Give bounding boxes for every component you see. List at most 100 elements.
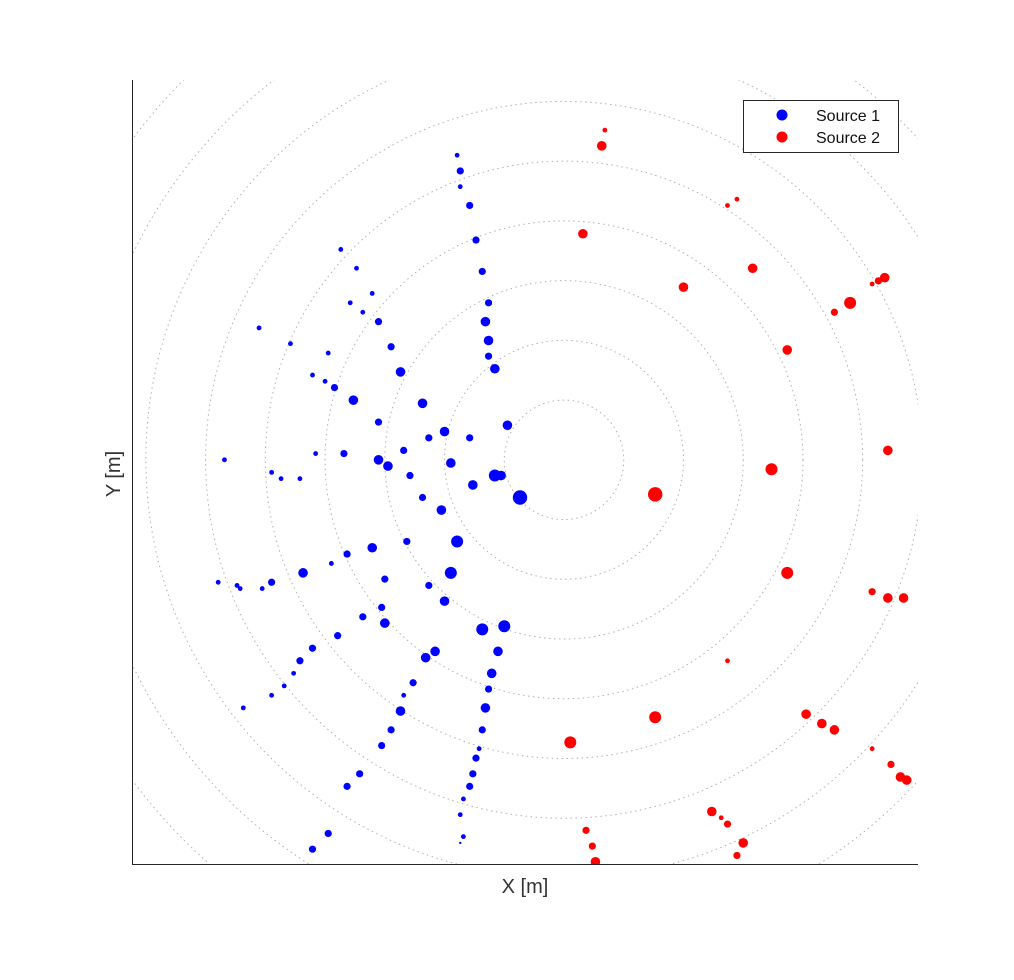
data-point — [782, 345, 793, 355]
data-point — [887, 760, 895, 769]
data-point — [490, 363, 500, 374]
legend-label-source-2: Source 2 — [816, 130, 880, 147]
data-point — [439, 426, 450, 437]
data-point — [374, 318, 383, 326]
data-point — [237, 586, 243, 591]
data-point — [378, 603, 386, 612]
data-point — [466, 434, 474, 442]
data-point — [718, 815, 724, 821]
data-point — [343, 550, 351, 558]
data-point — [240, 705, 246, 711]
series-source-1 — [215, 152, 528, 853]
data-point — [723, 820, 732, 828]
data-point — [256, 325, 262, 331]
data-point — [297, 476, 303, 482]
data-point — [484, 299, 493, 307]
data-point — [322, 378, 328, 384]
data-point — [493, 646, 503, 657]
data-point — [278, 476, 284, 482]
data-point — [430, 646, 440, 657]
data-point — [359, 613, 367, 621]
data-point — [328, 561, 334, 566]
data-point — [588, 842, 596, 850]
data-point — [868, 588, 876, 596]
data-point — [343, 782, 351, 790]
data-point — [296, 657, 304, 665]
data-point — [461, 834, 466, 840]
data-point — [308, 644, 317, 652]
data-point — [765, 463, 778, 476]
data-point — [883, 445, 893, 456]
data-point — [484, 352, 493, 360]
data-point — [476, 746, 482, 752]
data-point — [451, 535, 464, 548]
data-point — [356, 770, 364, 778]
legend-label-source-1: Source 1 — [816, 108, 880, 125]
data-point — [400, 446, 408, 454]
data-point — [310, 372, 315, 378]
data-point — [313, 451, 319, 456]
data-point — [466, 201, 474, 210]
data-point — [590, 856, 601, 865]
data-point — [444, 566, 457, 579]
data-point — [360, 309, 366, 315]
data-point — [325, 350, 331, 356]
data-point — [498, 620, 511, 633]
plot-area — [132, 80, 918, 865]
data-point — [725, 658, 730, 664]
data-point — [478, 267, 486, 276]
data-point — [369, 291, 375, 296]
data-point — [901, 775, 912, 785]
data-point — [383, 461, 393, 471]
data-point — [354, 265, 359, 271]
data-point — [486, 668, 497, 679]
data-point — [222, 457, 227, 463]
data-point — [409, 679, 417, 687]
data-point — [268, 578, 276, 586]
data-point — [647, 487, 663, 502]
data-point — [869, 281, 875, 287]
legend: Source 1 Source 2 — [743, 100, 899, 153]
data-point — [649, 711, 662, 724]
data-point — [387, 726, 395, 734]
data-point — [401, 692, 407, 698]
data-point — [594, 904, 604, 914]
data-point — [439, 596, 450, 606]
data-point — [496, 470, 506, 481]
data-point — [484, 685, 493, 693]
data-point — [338, 247, 344, 252]
data-point — [395, 706, 406, 716]
data-point — [476, 623, 489, 636]
data-point — [436, 505, 447, 515]
data-point — [380, 618, 390, 628]
data-point — [757, 882, 767, 892]
grid-ring-2 — [444, 339, 684, 580]
data-point — [830, 308, 839, 316]
data-point — [446, 458, 456, 468]
grid-ring-6 — [205, 101, 918, 819]
data-point — [480, 316, 491, 327]
data-point — [879, 272, 890, 283]
legend-marker-source-2 — [776, 131, 788, 143]
data-point — [347, 300, 353, 306]
data-point — [215, 579, 221, 585]
data-point — [590, 869, 595, 874]
data-point — [564, 736, 577, 749]
data-point — [512, 490, 528, 505]
data-point — [844, 296, 857, 309]
data-point — [406, 471, 414, 480]
data-point — [883, 593, 893, 603]
data-point — [457, 184, 463, 190]
data-point — [395, 367, 406, 377]
data-point — [829, 725, 840, 735]
data-point — [706, 806, 717, 817]
data-point — [898, 593, 909, 603]
data-point — [308, 845, 317, 853]
data-point — [378, 741, 386, 750]
data-point — [469, 770, 477, 778]
data-point — [480, 703, 491, 713]
data-point — [774, 902, 781, 909]
data-point — [602, 127, 608, 133]
data-point — [502, 420, 513, 431]
